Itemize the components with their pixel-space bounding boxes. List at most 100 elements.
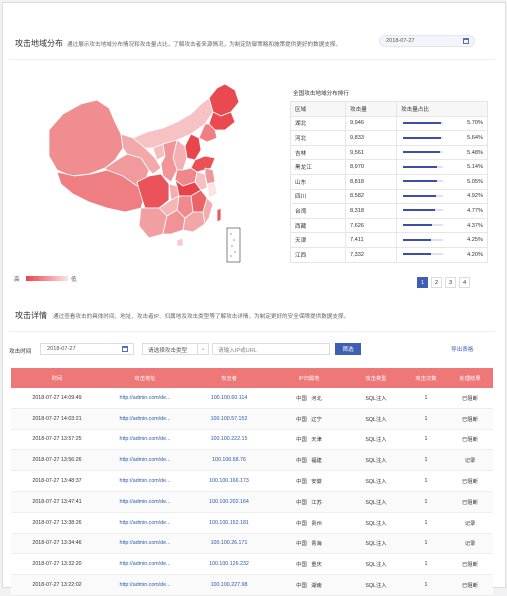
cell-attacker-ip[interactable]: 100.100.152.181: [187, 512, 271, 534]
cell-result: 记录: [447, 533, 493, 555]
cell-attack-times: 1: [405, 553, 447, 576]
legend-low-label: 低: [71, 277, 77, 283]
map-region-hainan[interactable]: [176, 237, 184, 247]
chevron-down-icon[interactable]: ⌄: [197, 343, 209, 355]
page-button-3[interactable]: 3: [445, 277, 456, 288]
col-attacker: 攻击者: [187, 368, 271, 388]
cell-country: 中国: [296, 562, 307, 569]
cell-result: 记录: [447, 449, 493, 472]
cell-url-link[interactable]: http://admin.com/de...: [103, 533, 187, 555]
cell-attack-times: 1: [405, 470, 447, 492]
page-button-1[interactable]: 1: [417, 277, 428, 288]
share-bar: [403, 224, 443, 227]
table-row: 2018-07-27 13:56:26 http://admin.com/de..…: [11, 449, 493, 472]
cell-ip-location: 中国 青海: [271, 533, 347, 555]
table-row: 2018-07-27 13:22:02 http://admin.com/de..…: [11, 574, 493, 596]
page-button-4[interactable]: 4: [459, 277, 470, 288]
cell-url-link[interactable]: http://admin.com/de...: [103, 553, 187, 576]
map-region-sichuan[interactable]: [136, 173, 170, 209]
rank-row: 湖北 9,946 5.70%: [290, 115, 488, 132]
rank-count: 7,411: [345, 232, 397, 248]
cell-result: 已阻断: [447, 408, 493, 430]
rank-share: 4.37%: [396, 217, 488, 234]
share-bar: [403, 194, 443, 197]
map-region-hebei[interactable]: [184, 133, 202, 161]
cell-url-link[interactable]: http://admin.com/de...: [103, 574, 187, 596]
share-bar: [403, 209, 443, 212]
export-table-link[interactable]: 导出表格: [451, 347, 474, 353]
page-button-2[interactable]: 2: [431, 277, 442, 288]
cell-url-link[interactable]: http://admin.com/de...: [103, 429, 187, 451]
cell-time: 2018-07-27 13:47:41: [11, 491, 103, 513]
region-header: 攻击地域分布 通过展示攻击地域分布情况和攻击量占比，了解攻击者来源情况，为制定防…: [9, 23, 495, 60]
col-result: 处理结果: [447, 368, 493, 388]
rank-share: 4.25%: [396, 232, 488, 248]
south-china-sea-inset: [226, 227, 241, 263]
cell-attacker-ip[interactable]: 100.100.126.232: [187, 553, 271, 576]
cell-province: 江苏: [311, 499, 322, 506]
rank-table-title: 全国攻击地域分布排行: [293, 91, 349, 97]
cell-result: 已阻断: [447, 574, 493, 596]
cell-attack-times: 1: [405, 429, 447, 451]
legend-color-bar: [26, 276, 68, 281]
cell-url-link[interactable]: http://admin.com/de...: [103, 512, 187, 534]
share-bar: [403, 180, 443, 183]
cell-url-link[interactable]: http://admin.com/de...: [103, 470, 187, 492]
map-region-zhejiang[interactable]: [206, 181, 218, 199]
cell-attacker-ip[interactable]: 100.100.222.15: [187, 429, 271, 451]
cell-attacker-ip[interactable]: 100.100.166.173: [187, 470, 271, 492]
rank-count: 8,818: [345, 173, 397, 190]
table-row: 2018-07-27 14:09:49 http://admin.com/de..…: [11, 388, 493, 409]
map-region-neimenggu[interactable]: [132, 97, 214, 149]
cell-url-link[interactable]: http://admin.com/de...: [103, 449, 187, 472]
cell-result: 已阻断: [447, 553, 493, 576]
attack-type-select[interactable]: 请选择攻击类型: [142, 343, 200, 355]
cell-attacker-ip[interactable]: 100.100.202.164: [187, 491, 271, 513]
cell-country: 中国: [296, 479, 307, 486]
cell-attacker-ip[interactable]: 100.100.227.98: [187, 574, 271, 596]
cell-ip-location: 中国 辽宁: [271, 408, 347, 430]
share-percent: 4.37%: [467, 222, 483, 229]
map-region-taiwan[interactable]: [216, 207, 222, 223]
cell-attack-type: SQL注入: [347, 512, 405, 534]
cell-ip-location: 中国 贵州: [271, 512, 347, 534]
calendar-icon[interactable]: [463, 38, 469, 44]
rank-row: 江西 7,332 4.20%: [290, 246, 488, 263]
cell-attack-type: SQL注入: [347, 491, 405, 513]
col-attack-times: 攻击次数: [405, 368, 447, 388]
rank-region: 天津: [290, 232, 346, 248]
cell-attacker-ip[interactable]: 100.100.26.171: [187, 533, 271, 555]
rank-count: 9,833: [345, 130, 397, 146]
cell-url-link[interactable]: http://admin.com/de...: [103, 491, 187, 513]
cell-url-link[interactable]: http://admin.com/de...: [103, 388, 187, 409]
cell-country: 中国: [296, 395, 307, 402]
share-percent: 5.05%: [467, 178, 483, 185]
map-region-shaanxi[interactable]: [160, 139, 178, 183]
cell-time: 2018-07-27 14:03:21: [11, 408, 103, 430]
rank-share: 5.48%: [396, 144, 488, 161]
map-region-jiangsu[interactable]: [204, 167, 216, 185]
ip-url-input[interactable]: 请输入IP或URL: [212, 343, 330, 355]
table-row: 2018-07-27 13:48:37 http://admin.com/de..…: [11, 470, 493, 492]
cell-url-link[interactable]: http://admin.com/de...: [103, 408, 187, 430]
cell-attacker-ip[interactable]: 100.100.68.76: [187, 449, 271, 472]
rank-region: 湖北: [290, 115, 346, 132]
map-region-qinghai[interactable]: [104, 153, 150, 187]
filter-button[interactable]: 筛选: [335, 343, 361, 355]
share-bar-fill: [403, 180, 437, 183]
detail-date-picker[interactable]: 2018-07-27: [40, 343, 134, 355]
cell-attacker-ip[interactable]: 100.100.60.114: [187, 388, 271, 409]
rank-share: 5.64%: [396, 130, 488, 146]
rank-count: 8,582: [345, 188, 397, 205]
calendar-icon[interactable]: [122, 346, 128, 352]
map-region-heilongjiang[interactable]: [208, 83, 240, 117]
table-row: 2018-07-27 13:57:25 http://admin.com/de..…: [11, 429, 493, 451]
map-region-anhui[interactable]: [194, 171, 208, 191]
cell-attacker-ip[interactable]: 100.100.57.152: [187, 408, 271, 430]
cell-attack-type: SQL注入: [347, 470, 405, 492]
region-date-picker[interactable]: 2018-07-27: [379, 35, 475, 47]
rank-region: 吉林: [290, 144, 346, 161]
map-region-fujian[interactable]: [202, 197, 214, 225]
rank-row: 河北 9,833 5.64%: [290, 130, 488, 146]
